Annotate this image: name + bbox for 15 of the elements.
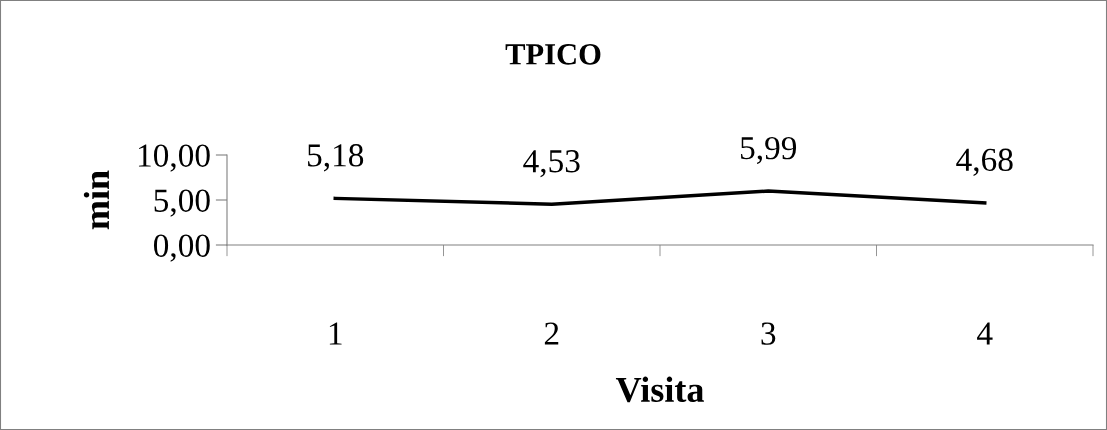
data-label: 5,18 [308,144,364,172]
x-tick-label: 2 [544,322,559,345]
y-tick-label: 0,00 [153,234,210,262]
y-tick-label: 5,00 [154,189,210,217]
data-label: 4,53 [523,150,580,178]
data-label: 5,99 [741,136,797,165]
line-series [333,189,987,206]
data-label: 4,68 [956,148,1013,176]
x-axis-title: Visita [615,376,704,403]
x-tick-label: 1 [329,322,342,345]
y-axis-title: min [83,170,109,230]
chart-title: TPICO [505,44,601,65]
x-tick-label: 4 [977,322,993,345]
y-tick-label: 10,00 [138,144,210,172]
x-tick-label: 3 [761,322,776,345]
